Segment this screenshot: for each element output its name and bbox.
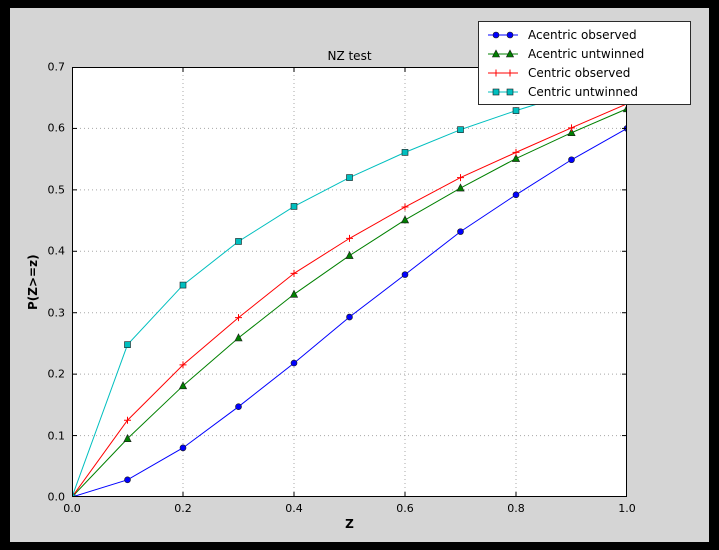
legend-label: Centric untwinned (528, 84, 639, 99)
x-tick-label: 1.0 (618, 502, 636, 515)
x-tick-label: 0.0 (63, 502, 81, 515)
series-acentric-observed (72, 125, 627, 497)
legend-item: Acentric observed (486, 26, 682, 43)
y-tick-label: 0.7 (47, 60, 66, 74)
y-axis-label: P(Z>=z) (26, 254, 40, 310)
series-acentric-untwinned (72, 104, 627, 497)
y-tick-label: 0.6 (47, 121, 66, 135)
legend: Acentric observed Acentric untwinned Centr… (478, 21, 691, 105)
y-tick-label: 0.0 (47, 490, 66, 504)
legend-item: Centric observed (486, 64, 682, 81)
y-tick-label: 0.1 (47, 429, 66, 443)
legend-key-plus-icon (488, 69, 518, 76)
legend-label: Acentric observed (528, 27, 637, 42)
legend-key-square-icon (488, 88, 518, 95)
legend-key-triangle-icon (488, 48, 518, 57)
y-tick-label: 0.3 (47, 306, 66, 320)
y-tick-label: 0.5 (47, 183, 66, 197)
legend-item: Acentric untwinned (486, 45, 682, 62)
legend-item: Centric untwinned (486, 83, 682, 100)
x-tick-label: 0.6 (396, 502, 414, 515)
legend-label: Centric observed (528, 65, 631, 80)
x-tick-label: 0.8 (507, 502, 525, 515)
legend-key-circle-icon (488, 31, 518, 38)
y-tick-label: 0.2 (47, 367, 66, 381)
x-tick-label: 0.4 (285, 502, 303, 515)
x-axis-label: Z (345, 517, 354, 531)
y-tick-label: 0.4 (47, 244, 66, 258)
series-centric-observed (72, 100, 627, 497)
x-tick-label: 0.2 (174, 502, 192, 515)
legend-label: Acentric untwinned (528, 46, 645, 61)
figure-canvas: NZ test P(Z>=z) Z Acentric observed Acent… (10, 8, 709, 542)
chart-title: NZ test (327, 49, 372, 63)
plot-area (72, 67, 627, 497)
